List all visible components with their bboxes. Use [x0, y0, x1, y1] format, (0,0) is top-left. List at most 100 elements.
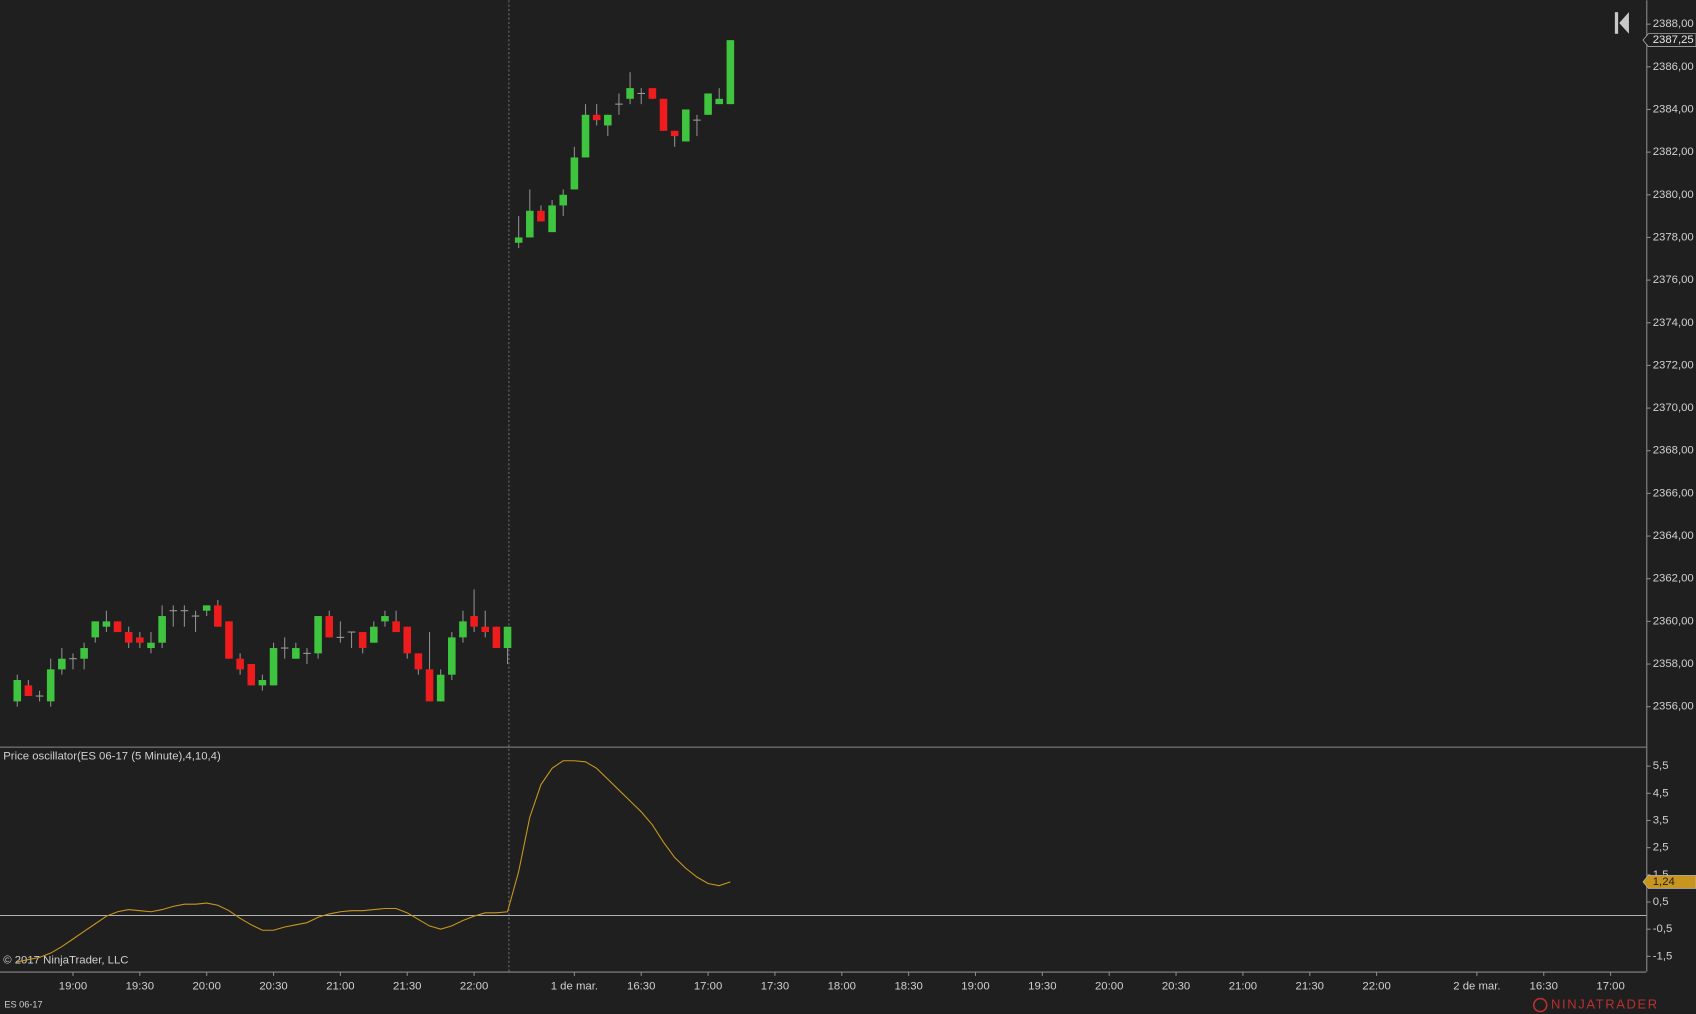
candle-body: [225, 621, 233, 659]
candle-body: [403, 626, 412, 654]
value-tag-label: 2387,25: [1653, 34, 1694, 46]
candle-body: [158, 616, 166, 643]
x-tick-label: 16:30: [627, 981, 655, 993]
y-tick-label: 2378,00: [1653, 231, 1694, 243]
candle-body: [648, 88, 657, 99]
x-tick-label: 16:30: [1530, 981, 1558, 993]
candle-body: [392, 621, 400, 633]
candle-body: [113, 621, 122, 633]
candle-body: [715, 98, 724, 105]
x-tick-label: 21:30: [393, 981, 421, 993]
candle-body: [325, 616, 334, 638]
candle-body: [526, 210, 534, 238]
x-tick-label: 21:30: [1296, 981, 1324, 993]
candle-body: [202, 605, 211, 611]
candle-body: [214, 605, 222, 627]
candle-body: [514, 237, 523, 243]
y-tick-label: 0,5: [1653, 896, 1669, 908]
candle-body: [492, 626, 501, 649]
y-tick-label: 2356,00: [1653, 701, 1694, 713]
y-tick-label: 2372,00: [1653, 359, 1694, 371]
x-tick-label: 1 de mar.: [551, 981, 598, 993]
x-tick-label: 20:30: [1162, 981, 1190, 993]
y-tick-label: 2364,00: [1653, 530, 1694, 542]
y-tick-label: 2382,00: [1653, 146, 1694, 158]
candle-body: [559, 194, 568, 206]
candle-body: [704, 93, 712, 115]
candle-body: [258, 680, 267, 686]
candle-body: [682, 109, 690, 142]
candle-body: [503, 626, 512, 649]
y-tick-label: 2366,00: [1653, 487, 1694, 499]
candle-body: [24, 685, 33, 697]
candle-body: [314, 616, 322, 654]
candle-body: [592, 114, 601, 121]
y-tick-label: 2380,00: [1653, 189, 1694, 201]
y-tick-label: 5,5: [1653, 760, 1669, 772]
candle-body: [91, 621, 100, 638]
oscillator-line: [17, 760, 731, 963]
x-tick-label: 20:00: [1095, 981, 1123, 993]
y-tick-label: 4,5: [1653, 787, 1669, 799]
candle-body: [147, 642, 155, 649]
x-tick-label: 20:00: [192, 981, 220, 993]
candle-body: [448, 637, 456, 675]
y-tick-label: 3,5: [1653, 814, 1669, 826]
y-tick-label: 2362,00: [1653, 573, 1694, 585]
value-tag-label: 1,24: [1653, 876, 1675, 888]
candle-body: [58, 658, 66, 670]
x-tick-label: 18:00: [828, 981, 856, 993]
x-tick-label: 21:00: [326, 981, 354, 993]
candle-body: [459, 621, 467, 638]
candle-body: [292, 648, 300, 659]
value-tag: [1642, 33, 1696, 47]
y-tick-label: 2368,00: [1653, 445, 1694, 457]
candle-body: [381, 616, 389, 622]
x-tick-label: 2 de mar.: [1453, 981, 1500, 993]
y-tick-label: 2388,00: [1653, 18, 1694, 30]
y-tick-label: 2374,00: [1653, 317, 1694, 329]
candle-body: [46, 669, 55, 702]
x-tick-label: 18:30: [894, 981, 922, 993]
candle-body: [548, 205, 556, 233]
y-tick-label: -0,5: [1653, 923, 1673, 935]
copyright: © 2017 NinjaTrader, LLC: [3, 955, 128, 967]
candle-body: [481, 626, 490, 633]
x-tick-label: 19:00: [961, 981, 989, 993]
candle-body: [425, 669, 434, 702]
y-tick-label: 2358,00: [1653, 658, 1694, 670]
instrument-label: ES 06-17: [4, 1000, 42, 1010]
candle-body: [436, 674, 445, 702]
candle-body: [726, 40, 735, 105]
candle-body: [537, 210, 545, 222]
icon-arrow: [1619, 12, 1629, 34]
candle-body: [13, 680, 22, 702]
candle-body: [102, 621, 111, 627]
candle-body: [358, 632, 367, 649]
y-tick-label: 2386,00: [1653, 61, 1694, 73]
candle-body: [626, 88, 634, 99]
candle-body: [124, 632, 133, 643]
indicator-title: Price oscillator(ES 06-17 (5 Minute),4,1…: [3, 750, 221, 762]
y-tick-label: 2,5: [1653, 842, 1669, 854]
candle-body: [659, 98, 668, 131]
candle-body: [414, 653, 423, 670]
x-tick-label: 19:30: [1028, 981, 1056, 993]
brand: NINJATRADER: [1551, 997, 1659, 1012]
y-tick-label: 2370,00: [1653, 402, 1694, 414]
candle-body: [236, 658, 244, 670]
candle-body: [136, 637, 144, 643]
value-tag: [1642, 875, 1696, 889]
candle-body: [269, 648, 278, 686]
scroll-end-button[interactable]: [1614, 12, 1629, 34]
candle-body: [570, 157, 579, 190]
x-tick-label: 17:00: [694, 981, 722, 993]
icon-bar: [1614, 12, 1619, 34]
x-tick-label: 20:30: [259, 981, 287, 993]
x-tick-label: 21:00: [1229, 981, 1257, 993]
candle-body: [247, 664, 256, 686]
candle-body: [470, 616, 478, 627]
